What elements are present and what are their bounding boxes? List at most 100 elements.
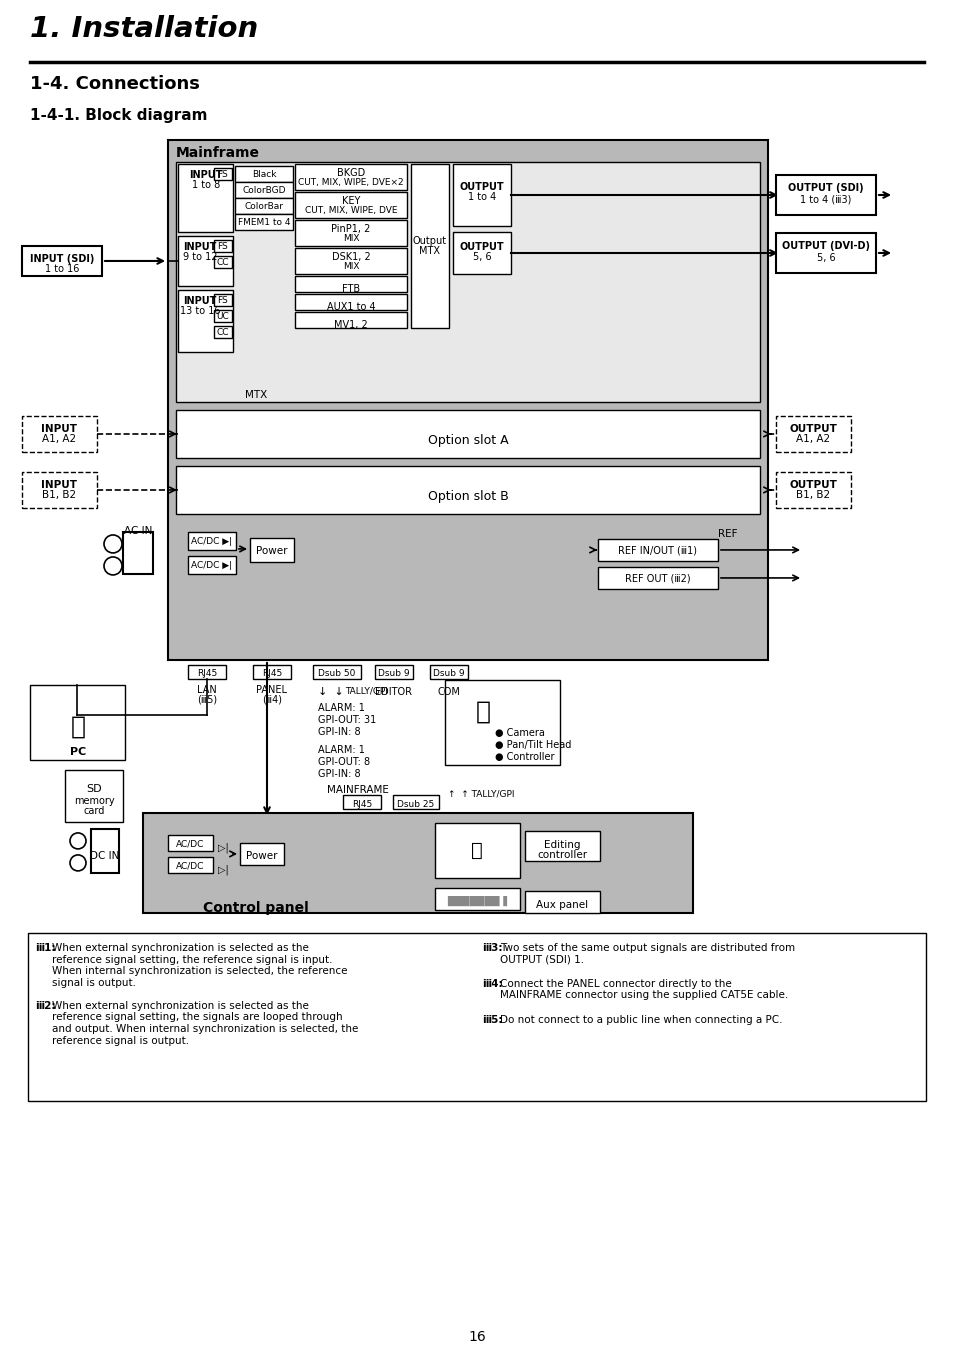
Text: ↑  ↑ TALLY/GPI: ↑ ↑ TALLY/GPI	[448, 790, 514, 799]
Text: OUTPUT: OUTPUT	[788, 480, 836, 489]
Bar	[168, 834, 213, 851]
Text: OUTPUT: OUTPUT	[459, 243, 504, 252]
Text: 1-4-1. Block diagram: 1-4-1. Block diagram	[30, 108, 208, 123]
Text: Dsub 25: Dsub 25	[397, 799, 435, 809]
Text: REF IN/OUT (ⅲ1): REF IN/OUT (ⅲ1)	[618, 546, 697, 555]
Text: GPI-OUT: 31: GPI-OUT: 31	[317, 714, 375, 725]
Text: MIX: MIX	[342, 235, 359, 243]
Text: A1, A2: A1, A2	[42, 434, 76, 443]
Text: ● Controller: ● Controller	[495, 752, 554, 762]
Text: EDITOR: EDITOR	[375, 687, 412, 697]
Text: Aux panel: Aux panel	[536, 900, 587, 910]
Bar	[453, 232, 511, 274]
Bar	[294, 294, 407, 310]
Circle shape	[104, 557, 122, 576]
Text: GPI-IN: 8: GPI-IN: 8	[317, 727, 360, 737]
Circle shape	[70, 855, 86, 871]
Bar	[598, 539, 718, 561]
Text: 13 to 16: 13 to 16	[179, 306, 220, 315]
Text: MIX: MIX	[342, 262, 359, 271]
Bar	[775, 233, 875, 274]
Bar	[175, 162, 760, 402]
Text: 1 to 16: 1 to 16	[45, 264, 79, 274]
Text: INPUT: INPUT	[189, 170, 222, 181]
Text: B1, B2: B1, B2	[42, 489, 76, 500]
Text: Two sets of the same output signals are distributed from
OUTPUT (SDI) 1.: Two sets of the same output signals are …	[499, 942, 794, 965]
Text: INPUT: INPUT	[183, 297, 216, 306]
Text: card: card	[83, 806, 105, 816]
Bar	[294, 248, 407, 274]
Text: AC IN: AC IN	[124, 526, 152, 537]
Bar	[250, 538, 294, 562]
Text: When external synchronization is selected as the
reference signal setting, the r: When external synchronization is selecte…	[52, 942, 347, 988]
Text: INPUT (SDI): INPUT (SDI)	[30, 253, 94, 264]
Bar	[22, 472, 97, 508]
Bar	[30, 685, 125, 760]
Bar	[524, 830, 599, 861]
Text: Dsub 9: Dsub 9	[377, 669, 410, 678]
Text: KEY: KEY	[341, 195, 360, 206]
Text: When external synchronization is selected as the
reference signal setting, the s: When external synchronization is selecte…	[52, 1002, 358, 1046]
Text: AC/DC ▶|: AC/DC ▶|	[192, 561, 233, 570]
Text: 5, 6: 5, 6	[816, 253, 835, 263]
Bar	[294, 191, 407, 218]
Bar	[294, 276, 407, 293]
Bar	[253, 665, 291, 679]
Text: MTX: MTX	[419, 245, 440, 256]
Text: AC/DC: AC/DC	[175, 840, 204, 849]
Bar	[524, 891, 599, 913]
Text: AUX1 to 4: AUX1 to 4	[326, 302, 375, 311]
Text: Power: Power	[246, 851, 277, 861]
Text: GPI-OUT: 8: GPI-OUT: 8	[317, 758, 370, 767]
Bar	[178, 236, 233, 286]
Bar	[294, 164, 407, 190]
Bar	[393, 795, 438, 809]
Bar	[234, 166, 293, 182]
Text: OUTPUT: OUTPUT	[459, 182, 504, 191]
Text: 1-4. Connections: 1-4. Connections	[30, 75, 200, 93]
Text: ▷|: ▷|	[218, 865, 229, 875]
Text: 16: 16	[468, 1330, 485, 1344]
Bar	[178, 290, 233, 352]
Text: RJ45: RJ45	[196, 669, 217, 678]
Text: ⅲ4:: ⅲ4:	[481, 979, 502, 989]
Bar	[775, 417, 850, 452]
Text: REF OUT (ⅲ2): REF OUT (ⅲ2)	[624, 574, 690, 584]
Text: 5, 6: 5, 6	[472, 252, 491, 262]
Bar	[294, 311, 407, 328]
Bar	[375, 665, 413, 679]
Bar	[313, 665, 360, 679]
Text: Connect the PANEL connector directly to the
MAINFRAME connector using the suppli: Connect the PANEL connector directly to …	[499, 979, 787, 1000]
Bar	[168, 857, 213, 874]
Bar	[123, 532, 152, 574]
Text: MTX: MTX	[245, 390, 267, 400]
Text: MV1, 2: MV1, 2	[334, 319, 368, 330]
Text: ⅲ2:: ⅲ2:	[35, 1002, 55, 1011]
Bar	[168, 140, 767, 661]
Text: Option slot A: Option slot A	[427, 434, 508, 448]
Text: OUTPUT (DVI-D): OUTPUT (DVI-D)	[781, 241, 869, 251]
Bar	[65, 770, 123, 822]
Bar	[213, 326, 232, 338]
Bar	[775, 472, 850, 508]
Text: INPUT: INPUT	[41, 425, 77, 434]
Text: 1. Installation: 1. Installation	[30, 15, 258, 43]
Text: ↓  ↓: ↓ ↓	[317, 687, 343, 697]
Text: Editing: Editing	[543, 840, 579, 849]
Text: CUT, MIX, WIPE, DVE: CUT, MIX, WIPE, DVE	[304, 206, 396, 214]
Bar	[411, 164, 449, 328]
Bar	[294, 220, 407, 245]
Text: UC: UC	[216, 311, 229, 321]
Text: BKGD: BKGD	[336, 168, 365, 178]
Bar	[598, 568, 718, 589]
Bar	[22, 417, 97, 452]
Text: Dsub 50: Dsub 50	[318, 669, 355, 678]
Text: CC: CC	[216, 257, 229, 267]
Text: Option slot B: Option slot B	[427, 489, 508, 503]
Text: memory: memory	[73, 795, 114, 806]
Text: INPUT: INPUT	[183, 243, 216, 252]
Bar	[175, 466, 760, 514]
Text: 🎹: 🎹	[471, 841, 482, 860]
Text: ● Camera: ● Camera	[495, 728, 544, 737]
Bar	[188, 665, 226, 679]
